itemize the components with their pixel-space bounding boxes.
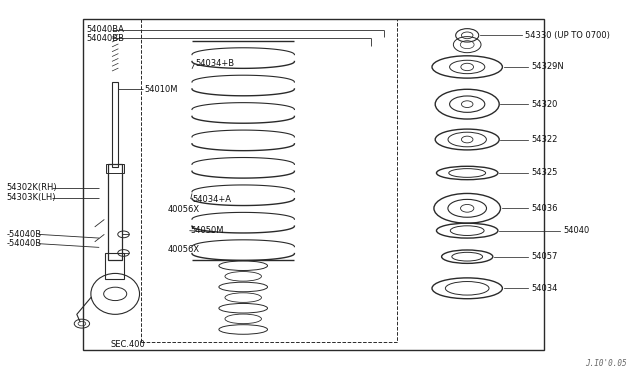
Text: 54034+B: 54034+B bbox=[195, 59, 234, 68]
Text: 54329N: 54329N bbox=[531, 62, 564, 71]
Text: 54057: 54057 bbox=[531, 252, 557, 261]
Text: 54034: 54034 bbox=[531, 284, 557, 293]
Bar bbox=[83, 19, 544, 350]
Text: 40056X: 40056X bbox=[168, 245, 200, 254]
Text: J.I0'0.05: J.I0'0.05 bbox=[586, 359, 627, 368]
Bar bbox=[112, 82, 118, 167]
Text: 54040: 54040 bbox=[563, 226, 589, 235]
Text: 54040BA: 54040BA bbox=[86, 25, 124, 34]
Text: 54036: 54036 bbox=[531, 204, 557, 213]
Text: 54320: 54320 bbox=[531, 100, 557, 109]
Text: -54040B: -54040B bbox=[6, 230, 42, 239]
Text: 54302K(RH): 54302K(RH) bbox=[6, 183, 57, 192]
Text: -54040B: -54040B bbox=[6, 239, 42, 248]
Text: 54050M: 54050M bbox=[191, 226, 224, 235]
Bar bbox=[105, 253, 124, 279]
Text: 54040BB: 54040BB bbox=[86, 34, 124, 43]
Text: 54330 (UP TO 0700): 54330 (UP TO 0700) bbox=[525, 31, 610, 40]
Text: 54010M: 54010M bbox=[144, 85, 177, 94]
Text: 54303K(LH): 54303K(LH) bbox=[6, 193, 56, 202]
Text: 54325: 54325 bbox=[531, 169, 557, 177]
Bar bbox=[141, 19, 397, 342]
Bar bbox=[108, 164, 122, 260]
Text: SEC.400: SEC.400 bbox=[110, 340, 145, 349]
Text: 54034+A: 54034+A bbox=[192, 195, 231, 203]
Text: 40056X: 40056X bbox=[168, 205, 200, 214]
Text: 54322: 54322 bbox=[531, 135, 557, 144]
Bar bbox=[106, 164, 124, 173]
